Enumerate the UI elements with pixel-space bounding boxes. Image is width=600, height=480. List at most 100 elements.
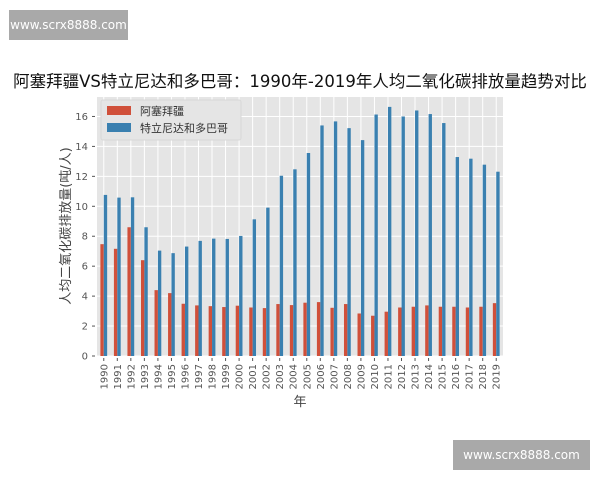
x-tick-label: 2009 xyxy=(356,364,367,389)
bar-trinidad-tobago-2015 xyxy=(442,123,446,356)
legend-label: 阿塞拜疆 xyxy=(140,104,184,118)
bar-trinidad-tobago-2011 xyxy=(387,106,392,357)
bar-azerbaijan-2007 xyxy=(330,307,334,356)
bar-trinidad-tobago-2009 xyxy=(360,140,365,356)
bar-trinidad-tobago-2006 xyxy=(320,125,324,356)
legend-label: 特立尼达和多巴哥 xyxy=(140,121,228,135)
bar-trinidad-tobago-1998 xyxy=(212,238,216,356)
bar-azerbaijan-2006 xyxy=(316,302,321,356)
bar-azerbaijan-1994 xyxy=(154,290,158,356)
bar-trinidad-tobago-2001 xyxy=(252,219,257,356)
x-tick-label: 2004 xyxy=(289,364,300,389)
bar-azerbaijan-2002 xyxy=(262,308,267,356)
x-tick-label: 2007 xyxy=(329,364,340,389)
bar-trinidad-tobago-2019 xyxy=(496,171,500,356)
x-tick-label: 2008 xyxy=(343,364,354,389)
x-tick-label: 1997 xyxy=(194,364,205,389)
bar-trinidad-tobago-1994 xyxy=(157,250,162,356)
bar-azerbaijan-2011 xyxy=(384,311,388,356)
bar-azerbaijan-2018 xyxy=(479,306,483,356)
bar-azerbaijan-2008 xyxy=(343,304,348,356)
bar-azerbaijan-2016 xyxy=(452,306,456,356)
bar-azerbaijan-1999 xyxy=(222,307,226,356)
bar-azerbaijan-2009 xyxy=(357,313,361,356)
bar-azerbaijan-2001 xyxy=(249,307,253,356)
bar-azerbaijan-1995 xyxy=(168,293,172,356)
bar-azerbaijan-2015 xyxy=(438,306,443,356)
bar-trinidad-tobago-2016 xyxy=(455,157,460,356)
y-tick-label: 4 xyxy=(82,292,88,303)
bar-trinidad-tobago-2010 xyxy=(374,114,378,357)
x-tick-label: 1995 xyxy=(167,364,178,389)
bar-trinidad-tobago-2013 xyxy=(415,110,419,356)
y-tick-label: 6 xyxy=(82,262,88,273)
bar-trinidad-tobago-2008 xyxy=(347,128,351,356)
x-tick-label: 2016 xyxy=(451,364,462,389)
y-ticks: 0 2 4 6 8 10 12 14 16 xyxy=(75,112,95,363)
bar-trinidad-tobago-1990 xyxy=(103,194,108,356)
x-tick-label: 2012 xyxy=(397,364,408,389)
y-tick-label: 8 xyxy=(82,232,88,243)
x-tick-label: 2019 xyxy=(492,364,503,389)
bar-trinidad-tobago-1992 xyxy=(130,197,135,356)
x-tick-label: 2013 xyxy=(411,364,422,389)
bar-azerbaijan-1993 xyxy=(140,260,145,356)
bar-trinidad-tobago-1993 xyxy=(144,227,148,356)
bar-trinidad-tobago-1999 xyxy=(225,238,229,356)
bar-trinidad-tobago-1991 xyxy=(117,197,121,356)
bar-trinidad-tobago-1995 xyxy=(171,253,175,356)
legend-box xyxy=(100,99,242,141)
bar-azerbaijan-2017 xyxy=(465,307,470,356)
x-tick-label: 2010 xyxy=(370,364,381,389)
x-tick-label: 2000 xyxy=(235,364,246,389)
x-tick-label: 2017 xyxy=(465,364,476,389)
bar-azerbaijan-2010 xyxy=(371,315,375,356)
bar-trinidad-tobago-2012 xyxy=(401,116,405,356)
y-tick-label: 2 xyxy=(82,322,88,333)
x-tick-label: 2006 xyxy=(316,364,327,389)
bar-azerbaijan-1997 xyxy=(195,305,199,356)
y-tick-label: 0 xyxy=(82,352,88,363)
bar-azerbaijan-2005 xyxy=(303,302,307,356)
bar-trinidad-tobago-1997 xyxy=(198,240,202,356)
bar-trinidad-tobago-2007 xyxy=(333,121,338,356)
x-tick-label: 2002 xyxy=(262,364,273,389)
bar-trinidad-tobago-2004 xyxy=(293,169,297,356)
x-tick-label: 1996 xyxy=(180,364,191,389)
bar-azerbaijan-1991 xyxy=(113,248,118,356)
chart-title: 阿塞拜疆VS特立尼达和多巴哥：1990年-2019年人均二氧化碳排放量趋势对比 xyxy=(13,72,587,91)
bar-trinidad-tobago-2018 xyxy=(482,164,487,356)
bar-azerbaijan-1992 xyxy=(127,227,131,356)
bar-azerbaijan-1998 xyxy=(208,306,213,356)
watermark-bottom: www.scrx8888.com xyxy=(453,440,590,470)
x-tick-label: 1993 xyxy=(140,364,151,389)
bar-azerbaijan-2014 xyxy=(425,305,429,356)
x-tick-label: 2011 xyxy=(383,364,394,389)
x-tick-label: 1990 xyxy=(99,364,110,389)
x-tick-label: 1992 xyxy=(126,364,137,389)
bar-trinidad-tobago-2003 xyxy=(279,175,284,356)
x-tick-label: 2018 xyxy=(478,364,489,389)
watermark-top: www.scrx8888.com xyxy=(9,10,128,40)
x-ticks: 1990 1991 1992 1993 1994 1995 1996 1997 1998 1999… xyxy=(99,358,503,389)
x-tick-label: 1994 xyxy=(153,364,164,389)
y-tick-label: 12 xyxy=(75,172,88,183)
y-tick-label: 16 xyxy=(75,112,88,123)
y-tick-label: 14 xyxy=(75,142,88,153)
bar-trinidad-tobago-2002 xyxy=(266,207,270,356)
bar-trinidad-tobago-2017 xyxy=(469,158,473,356)
x-tick-label: 2005 xyxy=(302,364,313,389)
bar-azerbaijan-2003 xyxy=(276,304,280,356)
bars xyxy=(100,106,500,357)
x-tick-label: 1999 xyxy=(221,364,232,389)
y-tick-label: 10 xyxy=(75,202,88,213)
legend-swatch xyxy=(107,123,131,132)
x-tick-label: 2001 xyxy=(248,364,259,389)
y-axis-label: 人均二氧化碳排放量(吨/人) xyxy=(59,147,74,305)
bar-trinidad-tobago-2005 xyxy=(306,152,311,356)
bar-azerbaijan-2004 xyxy=(289,305,294,356)
bar-azerbaijan-1996 xyxy=(181,303,185,356)
bar-trinidad-tobago-1996 xyxy=(184,246,189,356)
